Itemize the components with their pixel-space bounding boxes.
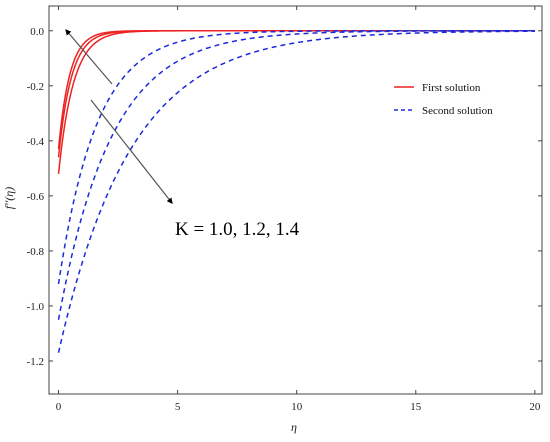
arrow-second-solution: [90, 99, 173, 204]
y-tick-label: -0.8: [27, 246, 45, 258]
x-tick-label: 10: [291, 401, 303, 413]
series-line: [57, 30, 535, 158]
x-axis-label: η: [291, 420, 297, 434]
parameter-annotation: K = 1.0, 1.2, 1.4: [175, 219, 300, 240]
plot-frame: [48, 5, 543, 395]
legend-label-first-solution: First solution: [422, 82, 481, 94]
y-tick-label: -0.6: [27, 191, 45, 203]
x-tick-label: 15: [410, 401, 422, 413]
legend-label-second-solution: Second solution: [422, 105, 493, 117]
x-tick-label: 20: [529, 401, 541, 413]
y-axis-label: f''(η): [2, 187, 16, 209]
y-tick-label: -0.4: [27, 136, 45, 148]
y-tick-label: -1.0: [27, 301, 45, 313]
y-tick-label: -1.2: [27, 356, 44, 368]
series-line: [57, 30, 535, 320]
y-tick-label: -0.2: [27, 81, 44, 93]
y-tick-label: 0.0: [30, 26, 44, 38]
x-tick-label: 0: [56, 401, 62, 413]
arrow-first-solution: [65, 29, 113, 85]
series-line: [57, 30, 535, 353]
series-line: [57, 30, 535, 285]
x-tick-label: 5: [175, 401, 181, 413]
legend: First solution Second solution: [394, 82, 493, 117]
series-line: [57, 30, 535, 174]
